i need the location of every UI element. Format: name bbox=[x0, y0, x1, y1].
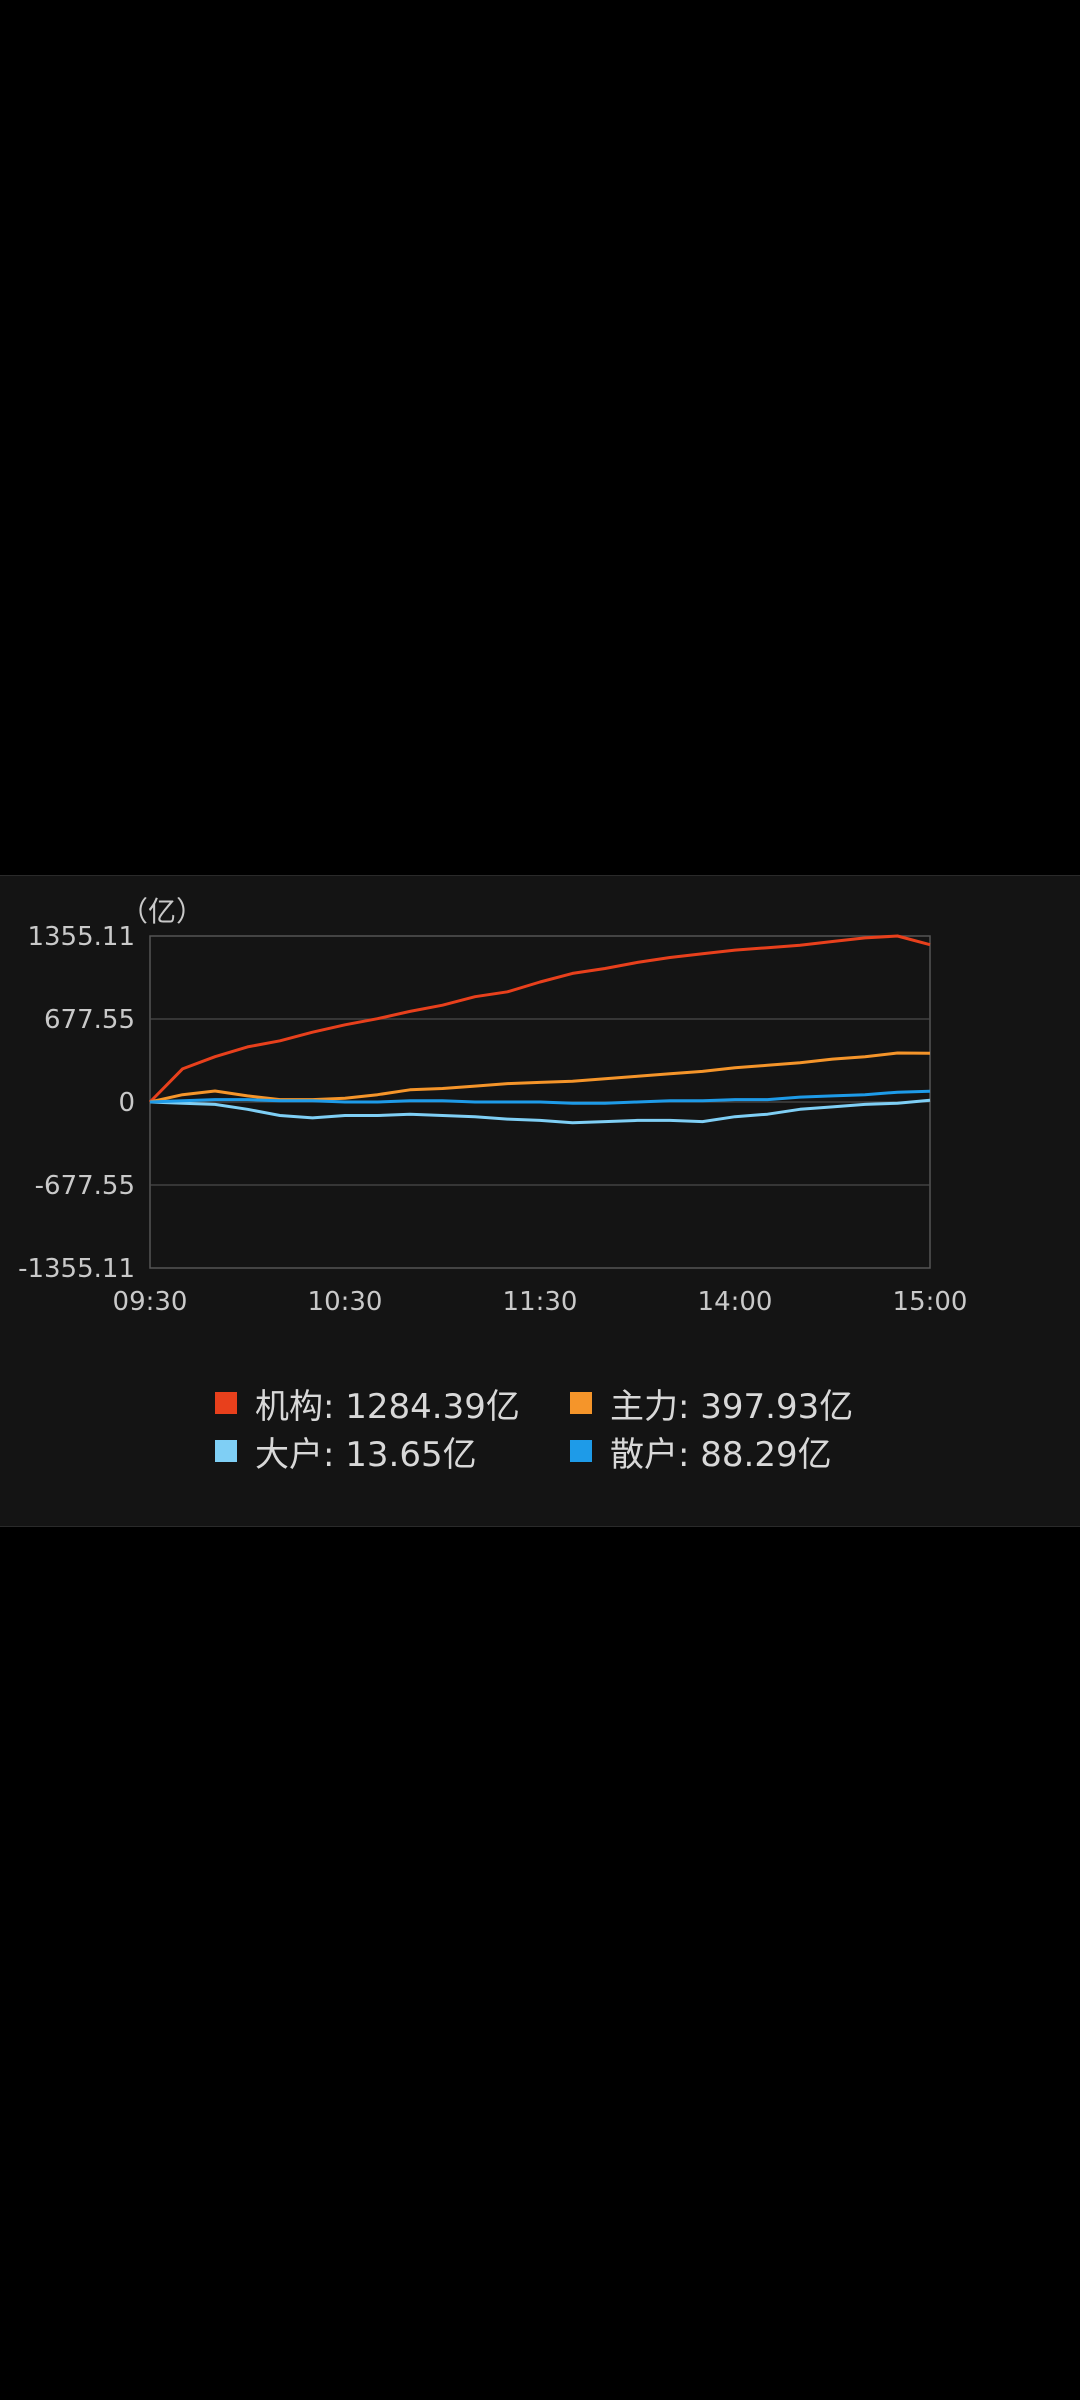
series-line-3 bbox=[149, 1089, 931, 1105]
y-tick-label: 0 bbox=[118, 1088, 135, 1118]
legend-item-zhuli[interactable]: 主力: 397.93亿 bbox=[570, 1381, 915, 1427]
legend-item-sanhu[interactable]: 散户: 88.29亿 bbox=[570, 1429, 915, 1475]
legend-label-jigou: 机构: 1284.39亿 bbox=[255, 1386, 520, 1427]
series-line-1 bbox=[149, 1051, 931, 1104]
legend-swatch-zhuli bbox=[570, 1392, 592, 1414]
x-tick-label: 10:30 bbox=[308, 1287, 383, 1317]
y-tick-label: -677.55 bbox=[35, 1171, 135, 1201]
y-tick-label: -1355.11 bbox=[18, 1254, 135, 1284]
legend-item-jigou[interactable]: 机构: 1284.39亿 bbox=[215, 1381, 570, 1427]
x-tick-label: 09:30 bbox=[113, 1287, 188, 1317]
legend-swatch-sanhu bbox=[570, 1440, 592, 1462]
series-line-0 bbox=[148, 934, 931, 1104]
legend-label-zhuli: 主力: 397.93亿 bbox=[610, 1386, 854, 1427]
legend-swatch-jigou bbox=[215, 1392, 237, 1414]
unit-label: （亿） bbox=[120, 895, 204, 928]
y-tick-label: 677.55 bbox=[44, 1005, 135, 1035]
legend-label-dahu: 大户: 13.65亿 bbox=[255, 1434, 477, 1475]
legend-label-sanhu: 散户: 88.29亿 bbox=[610, 1434, 832, 1475]
series-line-2 bbox=[149, 1098, 931, 1125]
legend: 机构: 1284.39亿 主力: 397.93亿 大户: 13.65亿 散户: … bbox=[215, 1381, 915, 1475]
legend-item-dahu[interactable]: 大户: 13.65亿 bbox=[215, 1429, 570, 1475]
x-tick-label: 14:00 bbox=[698, 1287, 773, 1317]
x-tick-label: 11:30 bbox=[503, 1287, 578, 1317]
chart-panel: （亿） 1355.11 677.55 0 -677.55 -1355.11 09:30 1… bbox=[0, 875, 1080, 1527]
y-tick-label: 1355.11 bbox=[27, 922, 135, 952]
legend-swatch-dahu bbox=[215, 1440, 237, 1462]
x-tick-label: 15:00 bbox=[893, 1287, 968, 1317]
fund-flow-chart: （亿） 1355.11 677.55 0 -677.55 -1355.11 09:30 1… bbox=[18, 895, 968, 1317]
